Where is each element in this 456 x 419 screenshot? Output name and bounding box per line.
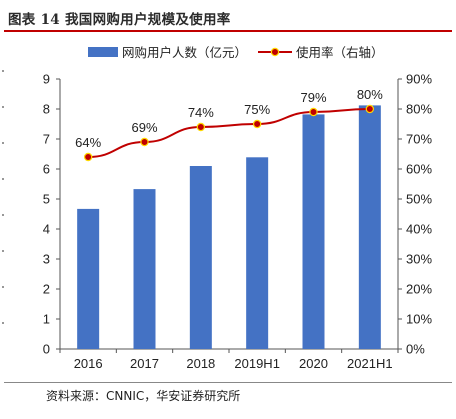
line-series: 64% 69% 74% 75% 79% 80% [75,87,383,162]
line-point-2019H1 [252,119,262,129]
bar-2018 [189,166,212,349]
legend-label-bar: 网购用户人数（亿元） [122,45,247,60]
y-tick-label-left: 2 [43,282,50,297]
x-tick-label: 2017 [130,356,159,371]
bar-2016 [77,208,100,349]
legend-swatch-bar [88,47,118,57]
bar-2020 [302,114,325,350]
usage-rate-line [88,108,370,158]
y-tick-label-right: 0% [406,342,425,357]
x-tick-label: 2021H1 [347,356,393,371]
line-point-2016 [83,152,93,162]
y-tick-label-right: 50% [406,192,432,207]
y-tick-label-right: 70% [406,132,432,147]
bar-2017 [133,189,156,349]
y-tick-label-left: 5 [43,192,50,207]
title-divider [4,30,452,32]
source-divider [4,382,452,383]
y-tick-label-left: 4 [43,222,50,237]
x-tick-label: 2019H1 [234,356,280,371]
legend: 网购用户人数（亿元） 使用率（右轴） [88,45,384,60]
x-tick-label: 2018 [186,356,215,371]
data-label: 80% [357,87,383,102]
y-tick-label-right: 10% [406,312,432,327]
y-tick-label-right: 90% [406,72,432,87]
y-tick-label-right: 60% [406,162,432,177]
bar-2021H1 [358,105,381,350]
line-point-2021H1 [365,104,375,114]
legend-label-line: 使用率（右轴） [296,45,384,60]
y-tick-label-left: 3 [43,252,50,267]
left-margin-dots [2,70,8,330]
y-tick-label-left: 0 [43,342,50,357]
axes: 01234567890%10%20%30%40%50%60%70%80%90%2… [43,72,433,372]
x-tick-label: 2016 [74,356,103,371]
y-tick-label-right: 80% [406,102,432,117]
y-tick-label-right: 30% [406,252,432,267]
source-note: 资料来源：CNNIC，华安证券研究所 [46,389,241,403]
x-tick-label: 2020 [299,356,328,371]
chart-title: 图表 14 我国网购用户规模及使用率 [8,12,231,28]
y-tick-label-right: 20% [406,282,432,297]
data-label: 75% [244,102,270,117]
y-tick-label-left: 6 [43,162,50,177]
y-tick-label-right: 40% [406,222,432,237]
y-tick-label-left: 9 [43,72,50,87]
combo-chart: 网购用户人数（亿元） 使用率（右轴） 01234567890%10%20%30%4… [43,45,433,372]
data-label: 69% [131,120,157,135]
y-tick-label-left: 7 [43,132,50,147]
bar-series [77,105,381,350]
data-label: 64% [75,135,101,150]
data-label: 74% [188,105,214,120]
line-point-2020 [309,107,318,117]
legend-marker-line [270,47,280,57]
y-tick-label-left: 8 [43,102,50,117]
y-tick-label-left: 1 [43,312,50,327]
line-point-2018 [196,122,206,132]
bar-2019H1 [246,157,269,349]
line-point-2017 [140,137,149,147]
data-label: 79% [300,90,326,105]
